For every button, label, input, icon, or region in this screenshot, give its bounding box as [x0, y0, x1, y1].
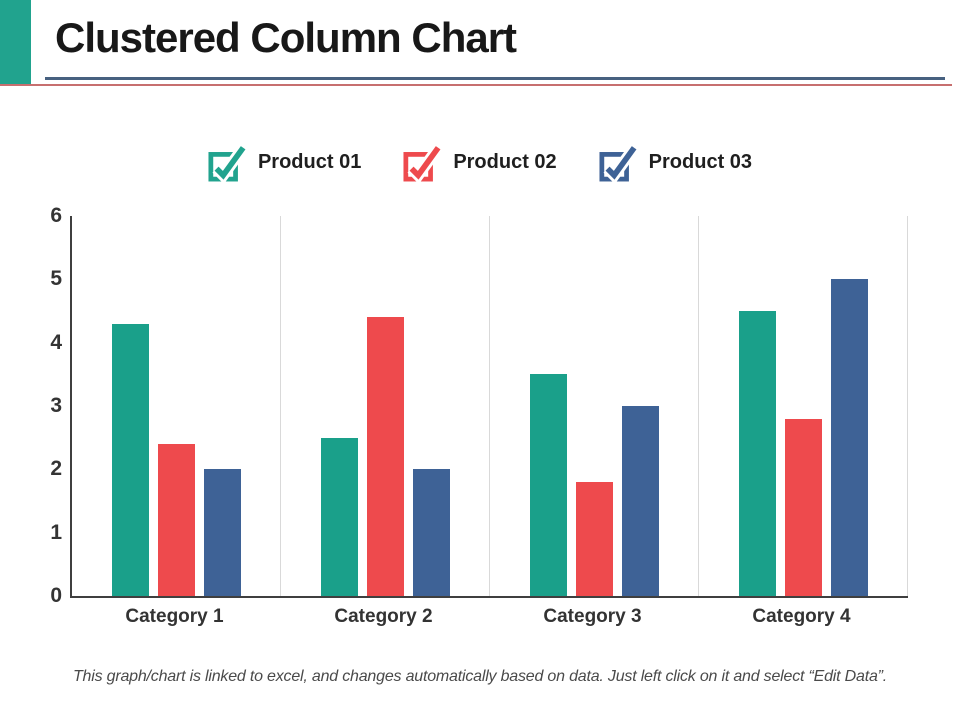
legend-label: Product 01	[257, 150, 362, 173]
bar-product-01	[529, 374, 567, 596]
y-tick-label: 1	[50, 520, 62, 544]
bar-product-01	[738, 311, 776, 596]
bar-product-03	[621, 406, 659, 596]
y-tick-label: 2	[50, 457, 62, 481]
bar-product-02	[157, 444, 195, 596]
checkbox-checked-icon	[208, 144, 246, 183]
bar-product-01	[320, 437, 358, 596]
header-rule-red	[0, 84, 952, 86]
chart-panel	[490, 216, 699, 596]
bar-product-02	[366, 317, 404, 596]
bar-product-02	[784, 418, 822, 596]
y-tick-label: 5	[50, 267, 62, 291]
legend-label: Product 02	[453, 150, 557, 173]
x-axis-category-label: Category 4	[752, 606, 851, 627]
chart-panel	[72, 216, 281, 596]
legend-item-product-01: Product 01	[208, 141, 361, 183]
bar-product-02	[575, 482, 613, 596]
bar-group	[320, 216, 450, 596]
legend-item-product-02: Product 02	[403, 141, 557, 183]
checkbox-checked-icon	[599, 144, 637, 183]
chart-panel	[281, 216, 490, 596]
bar-product-03	[412, 469, 450, 596]
y-tick-label: 0	[50, 584, 62, 607]
page-title: Clustered Column Chart	[55, 14, 517, 61]
y-axis-ticks: 6 5 4 3 2 1 0	[30, 204, 62, 607]
y-tick-label: 6	[50, 204, 62, 227]
corner-accent-block	[0, 0, 31, 84]
x-axis-category-label: Category 1	[125, 606, 224, 627]
bar-group	[738, 216, 868, 596]
bar-product-03	[203, 469, 241, 596]
chart-legend: Product 01 Product 02 Product 03	[0, 138, 960, 186]
x-axis-labels: Category 1 Category 2 Category 3 Category 4	[70, 606, 906, 628]
bar-product-01	[111, 323, 149, 596]
checkbox-checked-icon	[403, 144, 442, 183]
footer-note: This graph/chart is linked to excel, and…	[72, 668, 888, 685]
legend-label: Product 03	[648, 150, 753, 173]
bar-group	[529, 216, 659, 596]
chart-panel	[699, 216, 908, 596]
plot-area	[70, 216, 908, 598]
y-tick-label: 4	[50, 330, 62, 354]
x-axis-category-label: Category 3	[543, 606, 642, 627]
y-tick-label: 3	[50, 394, 62, 417]
header-rule-blue	[45, 77, 945, 80]
bar-group	[111, 216, 241, 596]
x-axis-category-label: Category 2	[334, 606, 433, 627]
legend-item-product-03: Product 03	[599, 141, 752, 183]
bar-product-03	[830, 279, 868, 596]
